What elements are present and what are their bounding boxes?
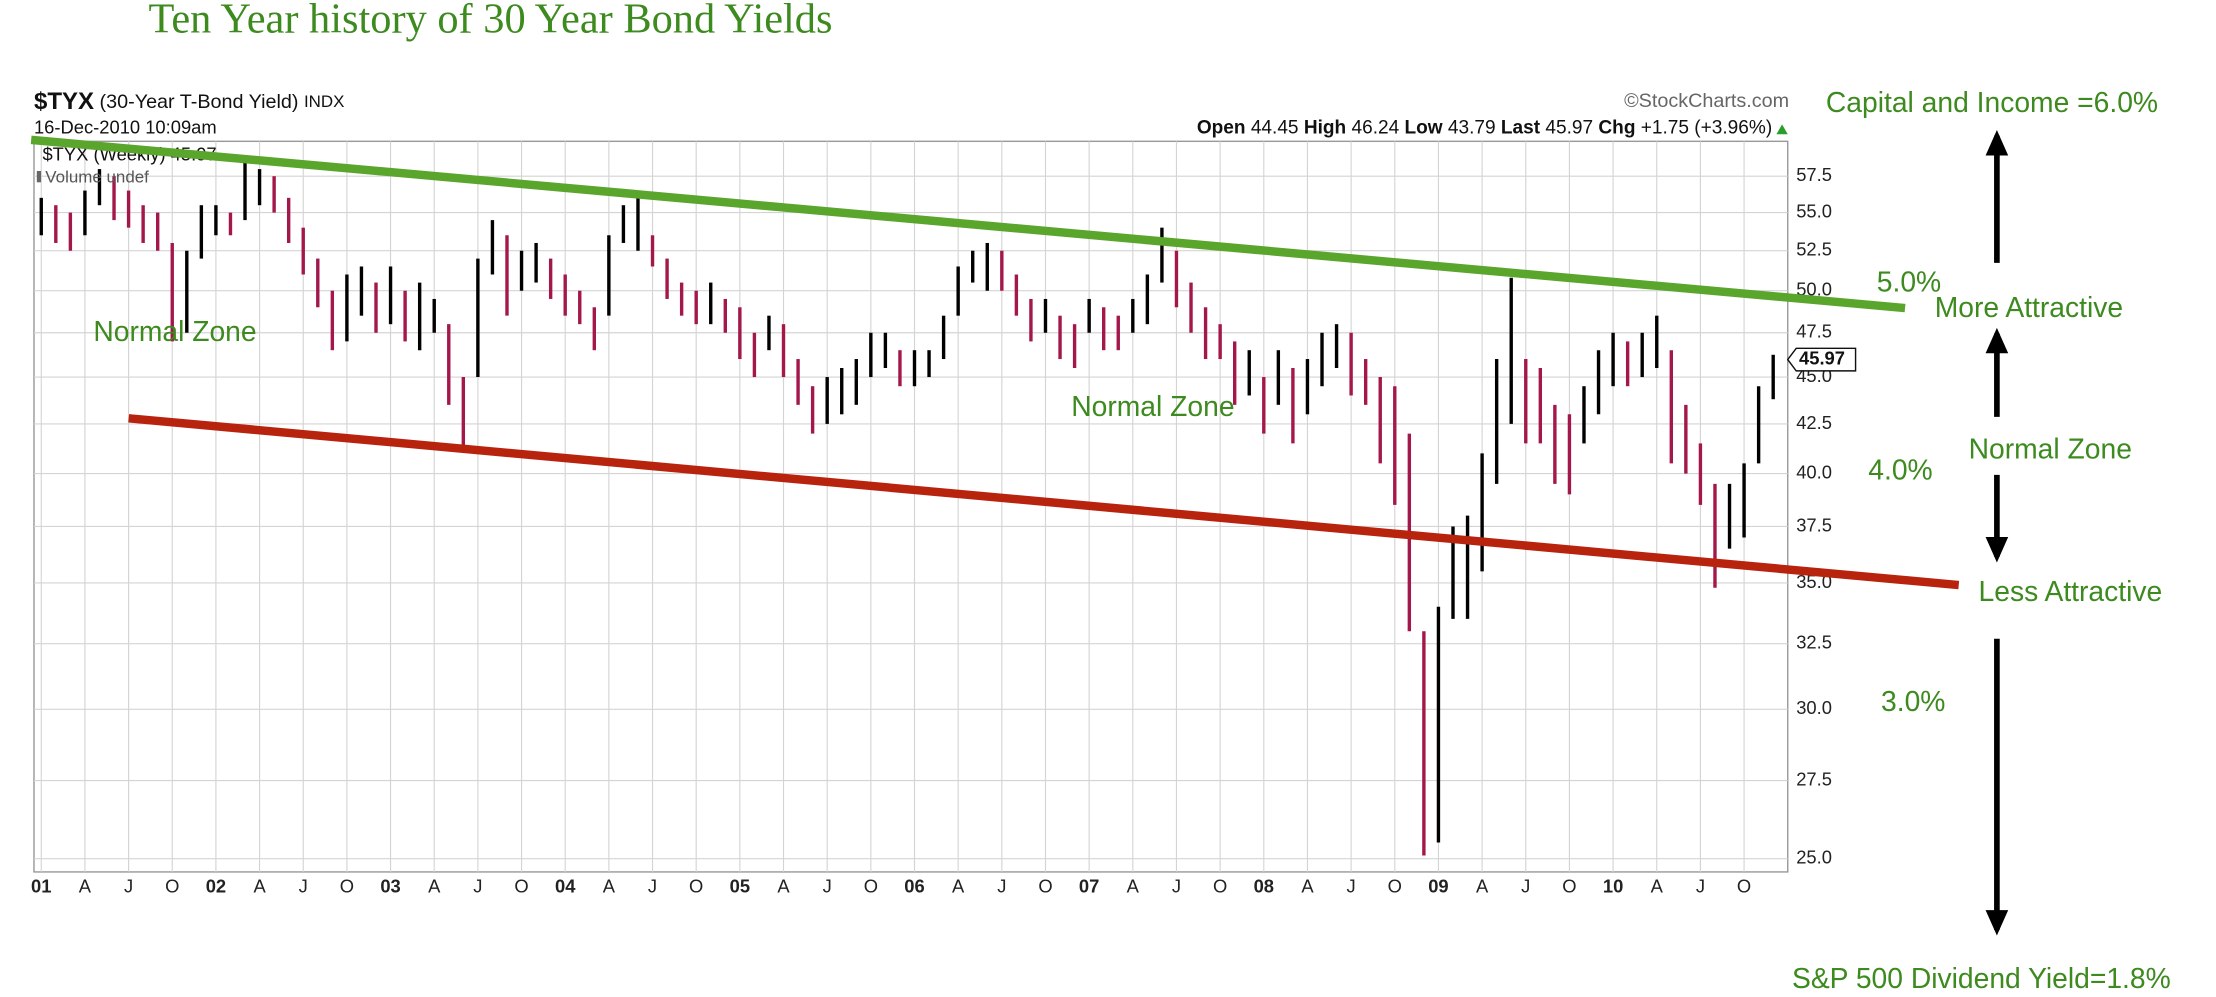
x-tick-label: 06 [904,875,924,896]
legend-icon [36,170,42,183]
x-tick-label: J [1172,875,1181,896]
x-tick-label: J [648,875,657,896]
x-tick-label: A [1301,875,1314,896]
support-line [128,414,1960,590]
last-value-label: 45.97 [1799,347,1845,368]
x-tick-label: O [864,875,878,896]
x-tick-label: 08 [1254,875,1274,896]
annotation: Normal Zone [1969,432,2132,464]
x-tick-label: 09 [1428,875,1448,896]
x-tick-label: 05 [730,875,750,896]
quote-label: Low [1404,118,1442,139]
y-tick-label: 25.0 [1796,847,1832,868]
x-tick-label: O [1737,875,1751,896]
arrow-up-head [1985,130,2009,156]
x-tick-label: J [124,875,133,896]
last-value-tag [1786,347,1857,372]
annotation: 4.0% [1868,453,1932,485]
annotation: 3.0% [1881,685,1945,717]
x-tick-label: A [428,875,441,896]
x-tick-label: 04 [555,875,576,896]
annotation: Normal Zone [1071,390,1234,422]
y-tick-label: 57.5 [1796,164,1832,185]
x-tick-label: O [514,875,528,896]
y-tick-label: 52.5 [1796,239,1832,260]
x-tick-label: O [689,875,703,896]
legend-entry: Volume undef [45,168,149,187]
quote-label: High [1304,118,1346,139]
x-tick-label: O [165,875,179,896]
quote-label: Open [1197,118,1246,139]
x-tick-label: A [1476,875,1489,896]
quote-value: 46.24 [1351,118,1399,139]
x-tick-label: O [1213,875,1227,896]
x-tick-label: O [1388,875,1402,896]
x-tick-label: 01 [31,875,51,896]
x-tick-label: 02 [206,875,226,896]
arrow-up-head [1985,327,2009,354]
arrow-down-head [1985,910,2009,936]
x-tick-label: J [1696,875,1705,896]
x-tick-label: A [253,875,266,896]
annotation: Capital and Income =6.0% [1826,86,2158,118]
x-tick-label: A [79,875,92,896]
symbol-header: $TYX (30-Year T-Bond Yield) INDX [34,89,344,116]
resistance-line [30,135,1906,313]
x-tick-label: J [1347,875,1356,896]
arrow-down-head [1985,537,2009,563]
quote-value: 45.97 [1545,118,1593,139]
quote-value: 44.45 [1251,118,1299,139]
x-tick-label: 10 [1603,875,1623,896]
x-tick-label: J [823,875,832,896]
x-tick-label: O [1562,875,1576,896]
x-tick-label: 03 [380,875,400,896]
annotation: S&P 500 Dividend Yield=1.8% [1792,962,2171,994]
y-tick-label: 30.0 [1796,697,1832,718]
y-tick-label: 32.5 [1796,632,1832,653]
quote-label: Last [1501,118,1541,139]
annotation: Normal Zone [93,315,256,347]
quote-label: Chg [1598,118,1635,139]
annotation: Less Attractive [1979,575,2163,607]
up-indicator [1776,124,1788,135]
x-tick-label: A [1651,875,1664,896]
x-tick-label: J [997,875,1006,896]
x-tick-label: 07 [1079,875,1099,896]
y-tick-label: 55.0 [1796,200,1832,221]
y-tick-label: 42.5 [1796,412,1832,433]
y-tick-label: 27.5 [1796,768,1832,789]
annotation: More Attractive [1935,291,2123,323]
symbol: $TYX [34,89,94,116]
quote-value: 43.79 [1448,118,1496,139]
y-tick-label: 37.5 [1796,514,1832,535]
quote-value: +1.75 (+3.96%) [1641,118,1772,139]
x-tick-label: J [299,875,308,896]
x-tick-label: J [1521,875,1530,896]
y-tick-label: 40.0 [1796,461,1832,482]
x-tick-label: J [473,875,482,896]
source: ©StockCharts.com [1624,90,1789,112]
y-tick-label: 50.0 [1796,279,1832,300]
y-tick-label: 47.5 [1796,321,1832,342]
quote: Open 44.45 High 46.24 Low 43.79 Last 45.… [1197,118,1772,139]
chart-title: Ten Year history of 30 Year Bond Yields [148,0,832,42]
x-tick-label: A [1127,875,1140,896]
x-tick-label: A [603,875,616,896]
x-tick-label: O [340,875,354,896]
x-tick-label: O [1038,875,1052,896]
symbol-name: (30-Year T-Bond Yield) [100,91,299,113]
x-tick-label: A [777,875,790,896]
timestamp: 16-Dec-2010 10:09am [34,116,217,137]
plot-frame [33,140,1789,873]
exchange: INDX [304,93,344,112]
x-tick-label: A [952,875,965,896]
annotation: 5.0% [1877,266,1941,298]
